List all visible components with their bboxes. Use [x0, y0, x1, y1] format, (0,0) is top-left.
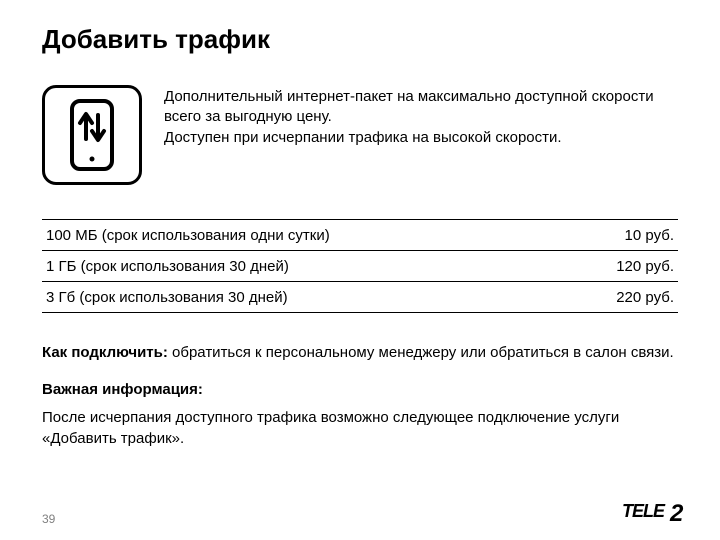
- how-to-connect: Как подключить: обратиться к персонально…: [42, 343, 678, 363]
- plan-label: 1 ГБ (срок использования 30 дней): [42, 251, 561, 282]
- price-table: 100 МБ (срок использования одни сутки) 1…: [42, 219, 678, 313]
- svg-text:2: 2: [669, 500, 684, 525]
- intro-line2: Доступен при исчерпании трафика на высок…: [164, 129, 562, 146]
- page-title: Добавить трафик: [42, 24, 678, 55]
- tele2-logo: TELE 2: [622, 499, 692, 530]
- important-text: После исчерпания доступного трафика возм…: [42, 408, 678, 449]
- page-number: 39: [42, 512, 55, 526]
- table-row: 3 Гб (срок использования 30 дней) 220 ру…: [42, 282, 678, 313]
- plan-label: 100 МБ (срок использования одни сутки): [42, 220, 561, 251]
- plan-price: 220 руб.: [561, 282, 678, 313]
- connect-text: обратиться к персональному менеджеру или…: [168, 344, 674, 361]
- table-row: 1 ГБ (срок использования 30 дней) 120 ру…: [42, 251, 678, 282]
- important-label: Важная информация:: [42, 381, 678, 398]
- plan-price: 10 руб.: [561, 220, 678, 251]
- plan-label: 3 Гб (срок использования 30 дней): [42, 282, 561, 313]
- intro-row: Дополнительный интернет-пакет на максима…: [42, 85, 678, 185]
- phone-traffic-icon: [42, 85, 142, 185]
- connect-label: Как подключить:: [42, 344, 168, 361]
- table-row: 100 МБ (срок использования одни сутки) 1…: [42, 220, 678, 251]
- svg-text:TELE: TELE: [622, 501, 666, 521]
- intro-text: Дополнительный интернет-пакет на максима…: [164, 85, 678, 185]
- plan-price: 120 руб.: [561, 251, 678, 282]
- intro-line1: Дополнительный интернет-пакет на максима…: [164, 88, 654, 125]
